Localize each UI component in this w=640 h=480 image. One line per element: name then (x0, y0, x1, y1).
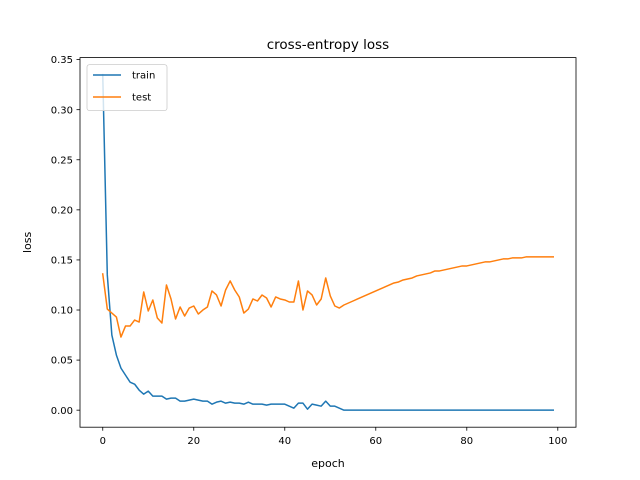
series-line-train (101, 73, 554, 411)
y-tick-label: 0.15 (51, 256, 73, 267)
x-axis-label: epoch (311, 457, 345, 470)
y-tick-label: 0.30 (51, 105, 73, 116)
x-tick-label: 0 (100, 436, 106, 447)
x-tick-label: 80 (460, 436, 473, 447)
x-tick-label: 60 (369, 436, 382, 447)
legend: train test (86, 64, 168, 111)
axes-frame (79, 57, 577, 428)
y-tick-label: 0.05 (51, 356, 73, 367)
y-tick-label: 0.20 (51, 205, 73, 216)
series-layer (101, 73, 554, 411)
legend-label-train: train (132, 71, 155, 82)
plot-area (80, 57, 576, 428)
y-tick-label: 0.25 (51, 155, 73, 166)
y-axis-ticks: 0.00 0.05 0.10 0.15 0.20 0.25 0.30 0.35 (51, 55, 80, 417)
y-tick-label: 0.10 (51, 306, 73, 317)
y-tick-label: 0.00 (51, 406, 73, 417)
x-tick-label: 100 (548, 436, 567, 447)
y-tick-label: 0.35 (51, 55, 73, 66)
x-axis-ticks: 0 20 40 60 80 100 (100, 427, 567, 447)
series-line-test (101, 256, 554, 338)
chart-title: cross-entropy loss (267, 37, 389, 53)
x-tick-label: 20 (187, 436, 200, 447)
legend-label-test: test (132, 93, 151, 104)
x-tick-label: 40 (278, 436, 291, 447)
y-axis-label: loss (21, 232, 34, 254)
legend-box (86, 64, 168, 111)
